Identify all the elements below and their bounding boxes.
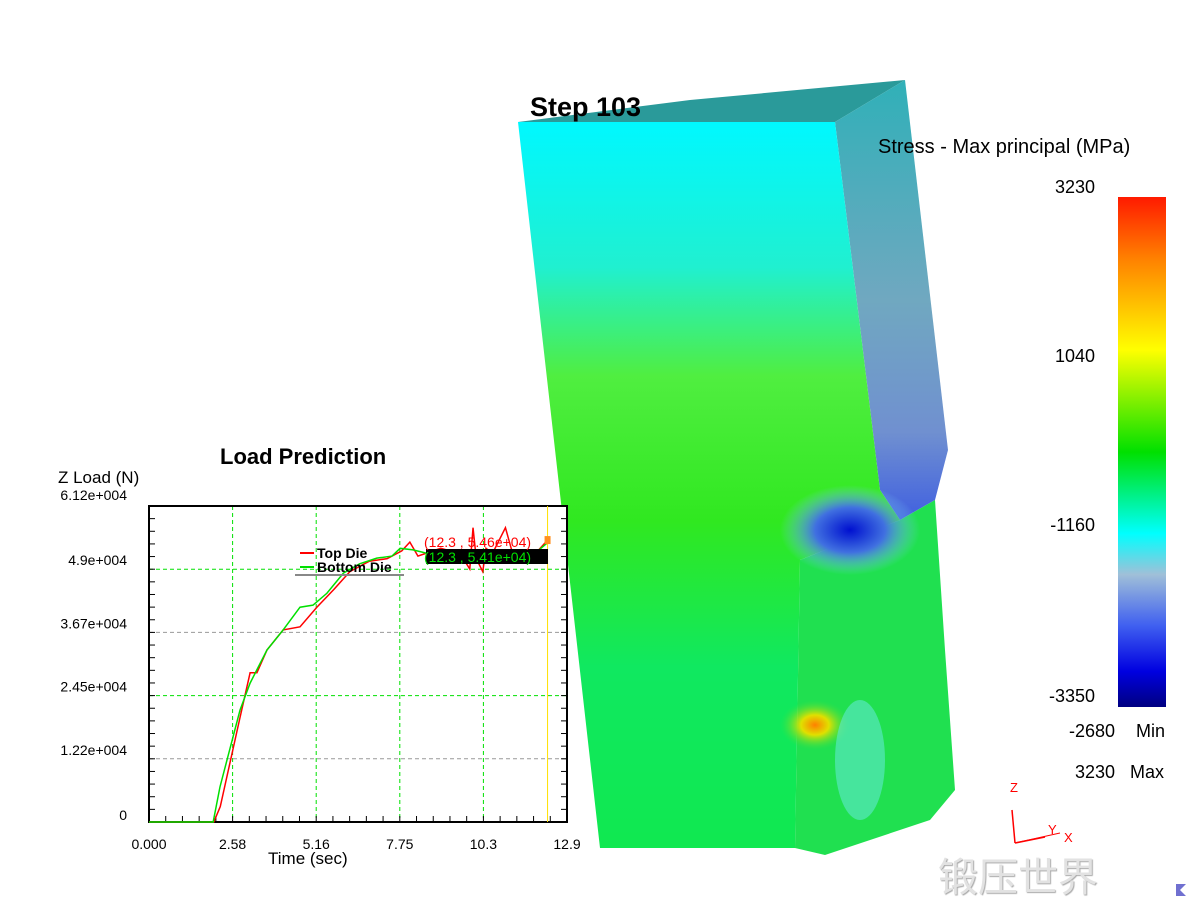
x-axis-label: Time (sec) [268, 849, 348, 868]
watermark: 锻压世界 [938, 856, 1098, 900]
legend-tick: -3350 [1048, 686, 1095, 706]
value-annotation: (12.3 , 5.41e+04) [424, 549, 531, 565]
legend-tick: 1040 [1054, 346, 1095, 366]
y-tick-label: 0 [119, 807, 127, 823]
plot-frame [148, 505, 568, 823]
value-annotation: (12.3 , 5.46e+04) [424, 534, 531, 550]
y-axis-label: Z Load (N) [58, 468, 140, 487]
x-tick-label: 0.000 [131, 836, 166, 852]
x-tick-label: 2.58 [219, 836, 246, 852]
annotation-background [426, 549, 548, 564]
x-tick-label: 5.16 [303, 836, 330, 852]
y-tick-label: 3.67e+004 [60, 615, 127, 631]
legend-tick: -1160 [1050, 515, 1095, 535]
axis-x-label: X [1064, 830, 1073, 845]
axis-y-label: Y [1048, 822, 1057, 837]
y-tick-label: 1.22e+004 [60, 742, 127, 758]
x-tick-label: 10.3 [470, 836, 497, 852]
legend-min-value: -2680 [1068, 721, 1115, 741]
compression-zone [780, 485, 920, 575]
axis-z-label: Z [1010, 780, 1018, 795]
y-tick-label: 2.45e+004 [60, 679, 127, 695]
stress-colorbar [1118, 197, 1166, 707]
y-tick-label: 6.12e+004 [60, 487, 127, 503]
axes-triad-icon [1011, 809, 1061, 844]
legend-max-label: Max [1130, 762, 1165, 782]
chart-title: Load Prediction [220, 444, 387, 469]
legend-max-value: 3230 [1074, 762, 1115, 782]
current-point-marker [544, 536, 551, 545]
legend-entry: Bottom Die [317, 559, 392, 575]
hot-spot [780, 700, 850, 750]
cyan-zone [835, 700, 885, 820]
workpiece-side-face [835, 80, 948, 520]
workpiece-front-face [518, 122, 900, 848]
legend-min-label: Min [1136, 721, 1166, 741]
legend-title: Stress - Max principal (MPa) [878, 136, 1131, 158]
x-tick-label: 7.75 [386, 836, 413, 852]
legend-entry: Top Die [317, 545, 368, 561]
step-label: Step 103 [530, 92, 642, 122]
x-tick-label: 12.9 [553, 836, 580, 852]
y-tick-label: 4.9e+004 [68, 552, 127, 568]
legend-tick: 3230 [1054, 177, 1095, 197]
workpiece-lower-face [795, 500, 955, 855]
workpiece-top-face [518, 80, 905, 122]
